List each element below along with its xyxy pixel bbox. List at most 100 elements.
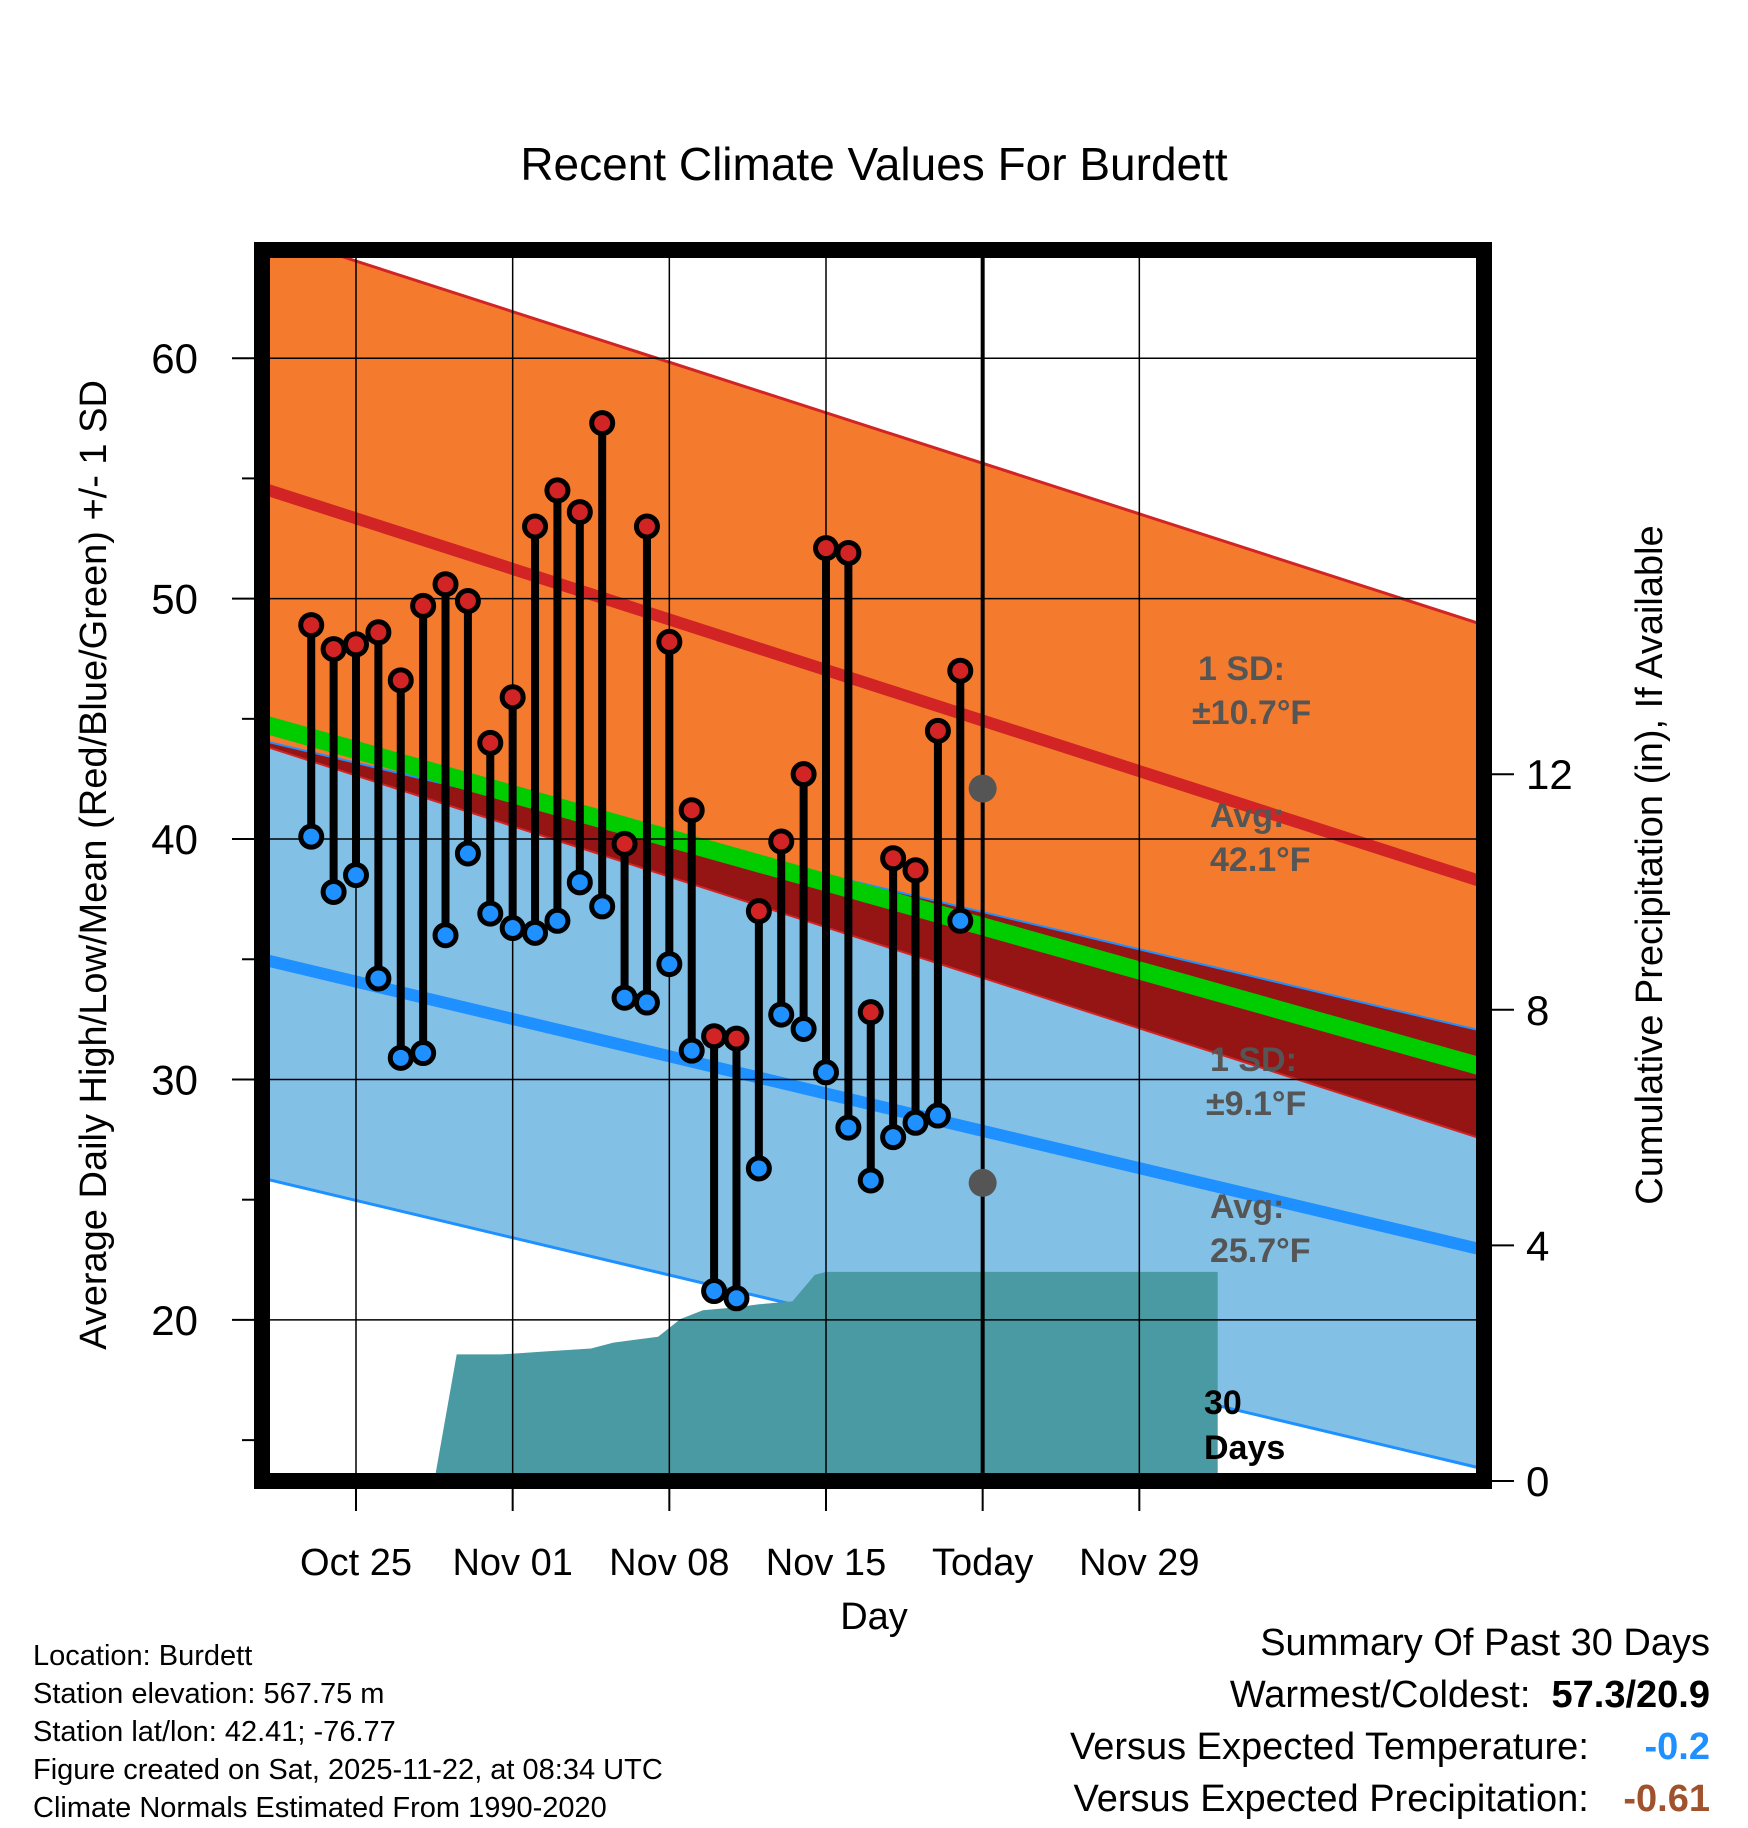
- daily-high-point: [947, 657, 974, 684]
- daily-low-point: [566, 869, 593, 896]
- y-tick-label: 40: [151, 816, 198, 863]
- observed-series: 1 SD: ±10.7°F Avg: 42.1°F 1 SD: ±9.1°F Avg: 25.…: [298, 250, 1311, 1481]
- window-label-number: 30: [1204, 1384, 1242, 1422]
- daily-high-point: [410, 592, 437, 619]
- y-tick-label: 50: [151, 576, 198, 623]
- daily-high-point: [343, 631, 369, 658]
- daily-high-point: [454, 588, 481, 615]
- daily-low-point: [589, 893, 616, 920]
- daily-low-point: [745, 1155, 772, 1182]
- daily-low-point: [768, 1001, 795, 1028]
- daily-high-point: [678, 797, 705, 824]
- high-sd-label: 1 SD:: [1198, 650, 1285, 688]
- elevation-text: Station elevation: 567.75 m: [33, 1678, 385, 1710]
- low-avg-value: 25.7°F: [1210, 1232, 1311, 1270]
- daily-high-point: [924, 717, 951, 744]
- y-tick-label: 20: [151, 1297, 198, 1344]
- daily-low-point: [365, 965, 392, 992]
- x-tick-label: Today: [932, 1542, 1033, 1584]
- daily-high-point: [857, 999, 884, 1026]
- daily-high-point: [768, 828, 795, 855]
- daily-high-point: [611, 830, 638, 857]
- normal-high-line: [262, 482, 1484, 889]
- daily-low-point: [611, 984, 638, 1011]
- warmest-coldest-value: 57.3/20.9: [1551, 1674, 1710, 1716]
- window-label-unit: Days: [1204, 1429, 1285, 1467]
- daily-low-point: [454, 840, 481, 867]
- daily-low-point: [387, 1044, 414, 1071]
- station-info: Location: Burdett Station elevation: 567…: [33, 1637, 663, 1827]
- location-text: Location: Burdett: [33, 1640, 253, 1672]
- low-avg-label: Avg:: [1210, 1188, 1284, 1226]
- daily-low-point: [924, 1102, 951, 1129]
- daily-low-point: [656, 951, 683, 978]
- daily-high-point: [432, 571, 459, 598]
- high-sd-band: [262, 250, 1484, 1140]
- daily-low-point: [343, 862, 369, 889]
- high-upper-sd-line: [316, 250, 1484, 627]
- y2-tick-label: 12: [1526, 751, 1573, 798]
- daily-high-point: [633, 513, 660, 540]
- y2-axis-label: Cumulative Precipitation (in), If Availa…: [1629, 525, 1671, 1204]
- x-tick-label: Oct 25: [300, 1542, 412, 1584]
- daily-high-point: [589, 410, 616, 437]
- precip-vs-expected-label: Versus Expected Precipitation:: [1073, 1778, 1589, 1820]
- daily-high-point: [813, 535, 839, 562]
- y2-tick-label: 0: [1526, 1458, 1549, 1505]
- daily-low-point: [477, 900, 504, 927]
- daily-low-point: [723, 1285, 750, 1312]
- temp-vs-expected-value: -0.2: [1644, 1726, 1710, 1768]
- high-avg-label: Avg:: [1210, 797, 1284, 835]
- daily-high-point: [723, 1025, 750, 1052]
- high-avg-marker: [968, 774, 997, 803]
- daily-low-point: [701, 1278, 728, 1305]
- daily-low-point: [835, 1114, 862, 1141]
- daily-high-point: [566, 499, 593, 526]
- low-sd-value: ±9.1°F: [1206, 1085, 1306, 1123]
- daily-high-point: [477, 729, 504, 756]
- daily-low-point: [522, 919, 549, 946]
- daily-high-point: [656, 628, 683, 655]
- sd-band-overlap: [262, 740, 1484, 1140]
- daily-high-point: [790, 761, 817, 788]
- daily-high-point: [499, 684, 526, 711]
- daily-low-point: [633, 989, 660, 1016]
- daily-low-point: [790, 1015, 817, 1042]
- x-tick-label: Nov 08: [609, 1542, 729, 1584]
- daily-low-point: [902, 1109, 929, 1136]
- daily-low-point: [410, 1040, 437, 1067]
- x-tick-label: Nov 01: [452, 1542, 572, 1584]
- daily-high-point: [320, 636, 347, 663]
- daily-low-point: [813, 1059, 839, 1086]
- daily-low-point: [544, 907, 571, 934]
- warmest-coldest-row: Warmest/Coldest: 57.3/20.9: [1230, 1674, 1710, 1717]
- daily-low-point: [857, 1167, 884, 1194]
- daily-low-point: [432, 922, 459, 949]
- high-sd-value: ±10.7°F: [1192, 694, 1311, 732]
- y-tick-label: 60: [151, 335, 198, 382]
- y2-tick-label: 8: [1526, 987, 1549, 1034]
- low-sd-label: 1 SD:: [1210, 1041, 1297, 1079]
- daily-low-point: [499, 915, 526, 942]
- daily-high-point: [835, 539, 862, 566]
- summary-title: Summary Of Past 30 Days: [1260, 1622, 1710, 1664]
- x-tick-label: Nov 15: [766, 1542, 886, 1584]
- daily-high-point: [365, 619, 392, 646]
- daily-low-point: [947, 907, 974, 934]
- daily-high-point: [298, 612, 325, 639]
- precip-vs-expected-row: Versus Expected Precipitation: -0.61: [1073, 1778, 1710, 1821]
- x-axis-label: Day: [840, 1596, 908, 1638]
- daily-high-point: [522, 513, 549, 540]
- temp-vs-expected-label: Versus Expected Temperature:: [1069, 1726, 1589, 1768]
- daily-high-point: [701, 1023, 728, 1050]
- low-avg-marker: [968, 1168, 997, 1197]
- daily-high-point: [544, 477, 571, 504]
- y-tick-label: 30: [151, 1056, 198, 1103]
- created-text: Figure created on Sat, 2025-11-22, at 08…: [33, 1754, 663, 1786]
- daily-high-point: [902, 857, 929, 884]
- daily-low-point: [298, 823, 325, 850]
- x-tick-label: Nov 29: [1079, 1542, 1199, 1584]
- high-avg-value: 42.1°F: [1210, 841, 1311, 879]
- daily-high-point: [745, 898, 772, 925]
- y2-tick-label: 4: [1526, 1222, 1549, 1269]
